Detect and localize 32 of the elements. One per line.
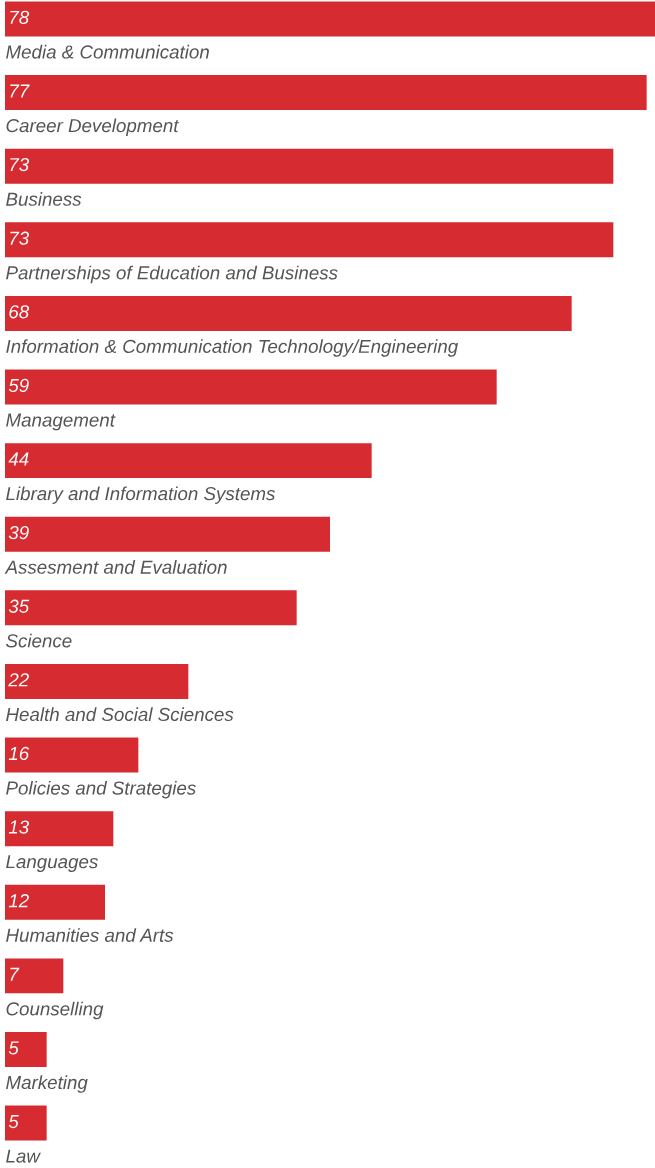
y-tick-label: Business (6, 192, 82, 206)
data-label: 13 (8, 820, 30, 834)
data-label: 35 (8, 599, 30, 613)
y-tick-label: Languages (6, 855, 98, 873)
y-tick-label: Policies and Strategies (6, 780, 196, 799)
data-label: 44 (8, 452, 29, 466)
y-tick-label: Assesment and Evaluation (4, 560, 227, 574)
data-label: 77 (10, 84, 30, 98)
data-label: 5 (8, 1041, 19, 1055)
y-tick-label: Library and Information Systems (6, 486, 276, 504)
data-label: 73 (10, 231, 30, 245)
data-label: 16 (8, 746, 30, 761)
data-label: 68 (9, 305, 30, 319)
data-label: 5 (8, 1115, 19, 1129)
y-tick-label: Counselling (6, 1001, 104, 1020)
data-label: 73 (10, 157, 30, 172)
y-tick-label: Partnerships of Education and Business (6, 265, 338, 284)
data-label: 12 (8, 894, 29, 908)
y-tick-label: Career Development (6, 118, 180, 136)
data-label: 78 (10, 10, 30, 25)
data-label: 7 (10, 967, 20, 981)
y-tick-label: Law (6, 1149, 41, 1163)
y-tick-label: Marketing (6, 1075, 88, 1093)
y-tick-label: Health and Social Sciences (6, 707, 234, 722)
data-label: 39 (8, 526, 29, 540)
y-tick-label: Humanities and Arts (6, 928, 174, 942)
y-tick-label: Information & Communication Technology/Engineering (6, 339, 459, 357)
y-tick-label: Science (6, 633, 72, 648)
y-tick-label: Management (6, 413, 116, 431)
data-label: 59 (8, 378, 29, 393)
data-label: 22 (8, 673, 29, 687)
y-tick-label: Media & Communication (6, 44, 209, 59)
